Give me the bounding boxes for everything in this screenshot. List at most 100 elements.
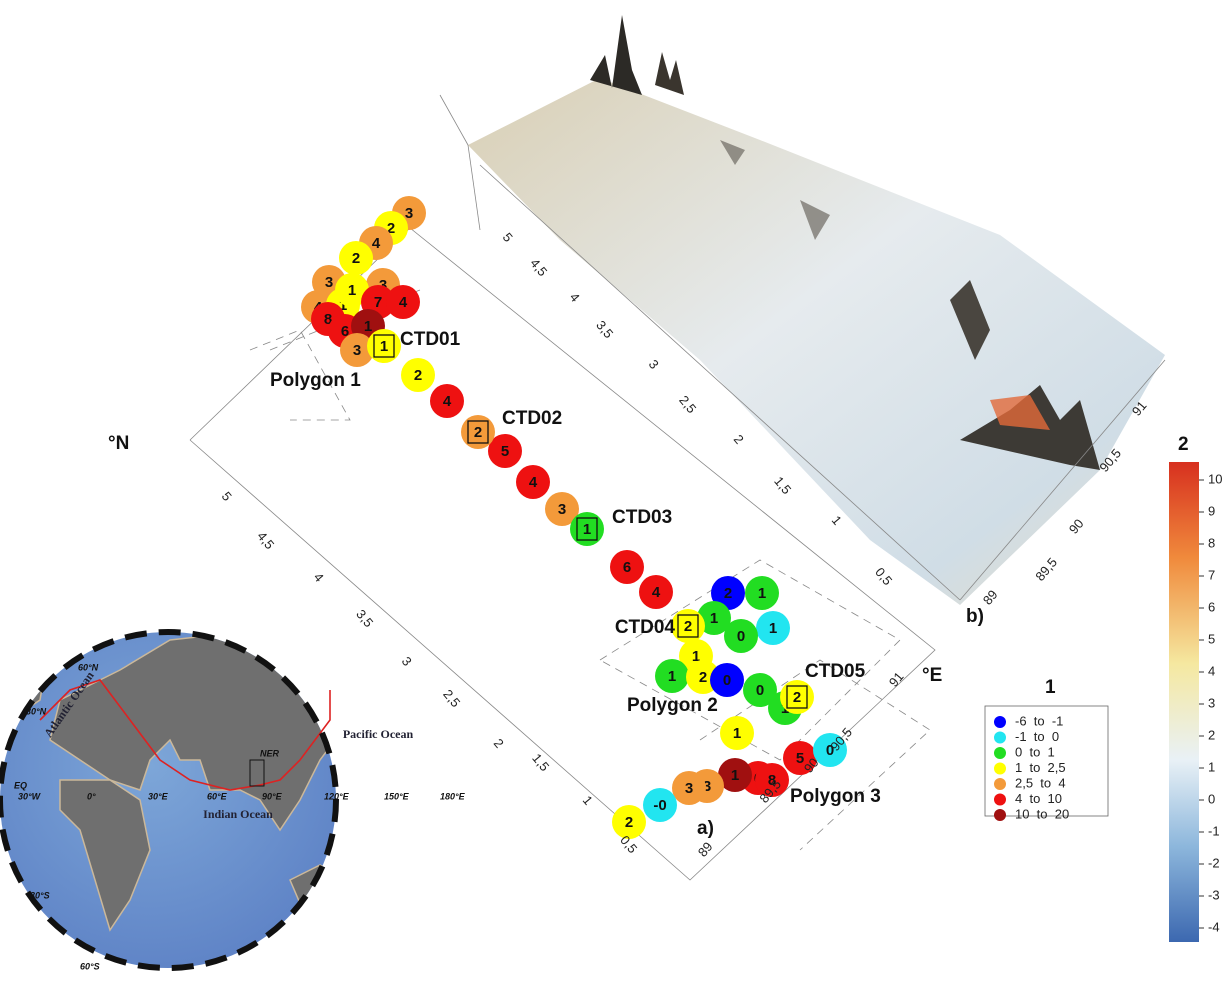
ocean-label: Indian Ocean — [203, 807, 273, 821]
axis-tick-label: 89,5 — [1032, 555, 1060, 584]
graticule-label: 120°E — [324, 791, 350, 801]
panel-label: a) — [697, 818, 714, 839]
sample-value: 2 — [414, 367, 422, 384]
graticule-label: 60°E — [207, 791, 228, 801]
colorbar-tick-label: 10 — [1208, 471, 1222, 486]
sample-value: 5 — [501, 443, 509, 460]
axis-tick-label: 1 — [829, 513, 845, 528]
sample-value: 4 — [529, 474, 538, 491]
legend-swatch — [994, 763, 1006, 775]
colorbar-tick-label: 1 — [1208, 759, 1215, 774]
sample-value: 4 — [372, 235, 381, 252]
graticule-label: 60°S — [80, 961, 100, 971]
sample-value: 4 — [652, 584, 661, 601]
legend-title: 1 — [1045, 677, 1056, 698]
station-value: 1 — [583, 521, 591, 538]
sample-value: 1 — [733, 725, 741, 742]
graticule-label: 180°E — [440, 791, 466, 801]
colorbar-tick-label: -4 — [1208, 919, 1220, 934]
sample-value: 4 — [399, 294, 408, 311]
axis-tick-label: 1,5 — [529, 751, 552, 774]
legend-swatch — [994, 732, 1006, 744]
graticule-label: 150°E — [384, 791, 410, 801]
colorbar-tick-label: 9 — [1208, 503, 1215, 518]
legend-label: -1 to 0 — [1015, 729, 1059, 744]
axis-tick-label: 4,5 — [254, 529, 277, 552]
axis-tick-label: 5 — [500, 230, 516, 245]
legend: 1 -6 to -1-1 to 00 to 11 to 2,52,5 to 44… — [985, 677, 1108, 821]
legend-label: 2,5 to 4 — [1015, 775, 1066, 790]
axis-tick-label: 0,5 — [872, 565, 895, 588]
colorbar-title: 2 — [1178, 434, 1189, 455]
sample-value: 4 — [443, 393, 452, 410]
station-label: CTD01 — [400, 329, 461, 350]
legend-swatch — [994, 809, 1006, 821]
station-value: 2 — [793, 689, 801, 706]
legend-label: 0 to 1 — [1015, 744, 1055, 759]
axis-tick-label: 4 — [567, 290, 583, 305]
sample-value: 1 — [668, 668, 676, 685]
sample-value: 0 — [723, 672, 731, 689]
axis-tick-label: 89 — [980, 587, 1001, 608]
legend-swatch — [994, 747, 1006, 759]
colorbar-tick-label: -3 — [1208, 887, 1220, 902]
sample-value: -0 — [653, 797, 666, 814]
axis-tick-label: 4 — [311, 570, 327, 585]
axis-tick-label: 3 — [399, 654, 415, 669]
graticule-label: 0° — [87, 791, 96, 801]
sample-value: 3 — [558, 501, 566, 518]
sample-value: 7 — [374, 294, 382, 311]
sample-value: 3 — [353, 342, 361, 359]
graticule-label: EQ — [14, 780, 27, 790]
axis-tick-label: 1,5 — [771, 474, 794, 497]
ocean-label: Pacific Ocean — [343, 727, 414, 741]
sample-value: 2 — [352, 250, 360, 267]
axis-tick-label: 3 — [646, 357, 662, 372]
colorbar-tick-label: 0 — [1208, 791, 1215, 806]
axis-tick-label: 1 — [580, 793, 596, 808]
sample-value: 1 — [348, 282, 356, 299]
axis-tick-label: 2,5 — [676, 393, 699, 416]
axis-tick-label: 2 — [491, 736, 507, 751]
legend-swatch — [994, 716, 1006, 728]
axis-tick-label: 3,5 — [353, 607, 376, 630]
sample-value: 1 — [710, 610, 718, 627]
graticule-label: 90°E — [262, 791, 283, 801]
station-value: 1 — [380, 338, 388, 355]
graticule-label: 30°W — [18, 791, 42, 801]
axis-label: °N — [108, 433, 129, 454]
legend-swatch — [994, 778, 1006, 790]
legend-label: 1 to 2,5 — [1015, 760, 1066, 775]
colorbar-tick-label: 7 — [1208, 567, 1215, 582]
sample-value: 1 — [364, 318, 372, 335]
station-value: 2 — [474, 424, 482, 441]
station-label: CTD04 — [615, 617, 676, 638]
figure: 3242334118746132454364211101120011506813… — [0, 0, 1229, 1008]
polygon-label: Polygon 1 — [270, 370, 361, 391]
sample-value: 1 — [731, 767, 739, 784]
polygon-label: Polygon 2 — [627, 695, 718, 716]
station-label: CTD05 — [805, 661, 866, 682]
sample-value: 3 — [325, 274, 333, 291]
legend-label: -6 to -1 — [1015, 713, 1063, 728]
axis-tick-label: 5 — [219, 489, 235, 504]
legend-label: 10 to 20 — [1015, 806, 1069, 821]
colorbar-tick-label: -2 — [1208, 855, 1220, 870]
sample-value: 3 — [405, 205, 413, 222]
sample-value: 0 — [756, 682, 764, 699]
axis-tick-label: 2 — [731, 432, 747, 447]
colorbar-tick-label: 4 — [1208, 663, 1215, 678]
sample-value: 2 — [625, 814, 633, 831]
axis-tick-label: 90 — [1066, 516, 1087, 537]
panel-label: b) — [966, 606, 984, 627]
axis-tick-label: 89 — [695, 839, 716, 860]
graticule-label: 30°S — [30, 890, 50, 900]
sample-value: 2 — [724, 585, 732, 602]
colorbar-tick-label: 8 — [1208, 535, 1215, 550]
sample-value: 1 — [758, 585, 766, 602]
sample-value: 0 — [737, 628, 745, 645]
axis-tick-label: 3,5 — [593, 318, 616, 341]
polygon-label: Polygon 3 — [790, 786, 881, 807]
colorbar-tick-label: 5 — [1208, 631, 1215, 646]
